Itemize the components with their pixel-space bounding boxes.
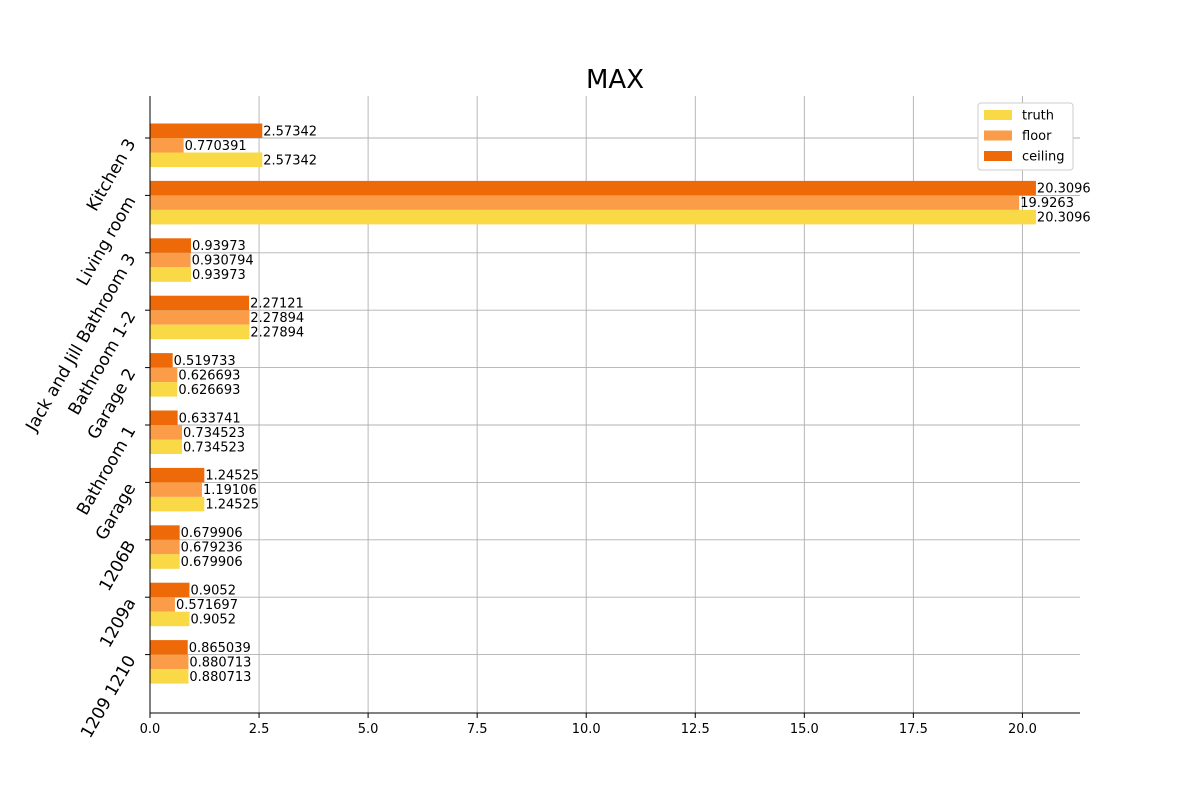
data-label-floor: 0.679236 [181,541,243,556]
y-tick-label-1209a: 1209a [96,595,140,651]
data-label-truth: 0.880713 [189,670,251,685]
x-tick-label: 10.0 [572,722,601,737]
x-tick-label: 2.5 [249,722,270,737]
data-label-floor: 1.19106 [203,483,257,498]
data-label-ceiling: 2.57342 [263,124,317,139]
x-tick-label: 12.5 [681,722,710,737]
bar-truth-garage-2 [150,382,178,397]
bar-ceiling-garage-2 [150,353,173,368]
bar-floor-jack-and-jill-bathroom-3 [150,252,191,268]
x-tick-label: 0.0 [140,722,161,737]
bar-floor-bathroom-1 [150,425,183,440]
bar-ceiling-1209a [150,582,190,598]
x-tick-label: 15.0 [790,722,819,737]
bar-ceiling-garage [150,467,205,483]
data-label-ceiling: 0.679906 [181,526,243,541]
bar-floor-living-room [150,195,1020,210]
x-axis-ticks: 0.0 2.5 5.0 7.5 10.0 12.5 15.0 17.5 20.0 [140,713,1037,737]
data-label-floor: 0.734523 [183,426,245,441]
bar-truth-bathroom-1 [150,439,183,454]
bar-ceiling-1206b [150,525,180,540]
data-label-truth: 1.24525 [205,498,259,513]
bar-truth-living-room [150,209,1036,225]
data-label-floor: 0.571697 [176,598,238,613]
legend-swatch-floor [984,130,1012,141]
data-label-ceiling: 0.93973 [192,239,246,254]
bar-floor-garage [150,482,202,497]
data-label-floor: 0.930794 [192,254,254,269]
bar-truth-garage [150,496,205,512]
data-label-ceiling: 0.9052 [190,583,236,598]
bar-truth-kitchen-3 [150,152,263,167]
bar-floor-1209-1210 [150,654,189,670]
data-label-ceiling: 20.3096 [1037,182,1091,197]
bar-floor-1209a [150,597,175,612]
bar-truth-jack-and-jill-bathroom-3 [150,267,191,282]
y-tick-label-1209-1210: 1209 1210 [77,652,140,742]
legend-swatch-ceiling [984,151,1012,161]
bar-truth-bathroom-1-2 [150,324,250,340]
bar-floor-bathroom-1-2 [150,310,250,325]
y-tick-label-1206b: 1206B [96,537,141,595]
bar-ceiling-jack-and-jill-bathroom-3 [150,238,191,253]
bar-truth-1209-1210 [150,669,189,684]
legend-label-ceiling: ceiling [1022,150,1064,165]
data-label-floor: 2.27894 [250,311,304,326]
bar-ceiling-living-room [150,180,1036,196]
data-label-truth: 2.27894 [250,325,304,340]
x-tick-label: 5.0 [358,722,379,737]
chart-title: MAX [586,65,644,95]
data-label-ceiling: 1.24525 [205,469,259,484]
legend-label-truth: truth [1022,109,1054,124]
bar-floor-garage-2 [150,367,178,383]
data-label-truth: 0.679906 [181,555,243,570]
legend-swatch-truth [984,110,1012,120]
x-tick-label: 7.5 [467,722,488,737]
bar-truth-1209a [150,611,190,627]
bar-ceiling-kitchen-3 [150,123,263,138]
bar-truth-1206b [150,554,180,569]
data-label-truth: 0.9052 [190,612,236,627]
bar-floor-1206b [150,539,180,555]
legend: truth floor ceiling [977,102,1074,171]
x-tick-label: 17.5 [899,722,928,737]
bars [150,123,1036,684]
data-label-floor: 0.880713 [189,655,251,670]
x-tick-label: 20.0 [1008,722,1037,737]
bar-floor-kitchen-3 [150,138,184,153]
bar-ceiling-1209-1210 [150,640,188,655]
data-label-truth: 0.734523 [183,440,245,455]
data-label-ceiling: 2.27121 [250,296,304,311]
bar-labels: 2.57342 0.770391 2.57342 20.309619.926320.3… [174,124,1091,685]
bar-ceiling-bathroom-1-2 [150,295,250,311]
data-label-truth: 20.3096 [1037,211,1091,226]
data-label-truth: 2.57342 [263,153,317,168]
bar-ceiling-bathroom-1 [150,410,178,425]
legend-label-floor: floor [1022,129,1052,144]
data-label-ceiling: 0.519733 [174,354,236,369]
data-label-floor: 0.770391 [185,139,247,154]
data-label-floor: 19.9263 [1020,196,1074,211]
data-label-truth: 0.626693 [178,383,240,398]
data-label-floor: 0.626693 [178,368,240,383]
axes [149,96,1080,714]
data-label-ceiling: 0.865039 [189,641,251,656]
data-label-ceiling: 0.633741 [179,411,241,426]
data-label-truth: 0.93973 [192,268,246,283]
